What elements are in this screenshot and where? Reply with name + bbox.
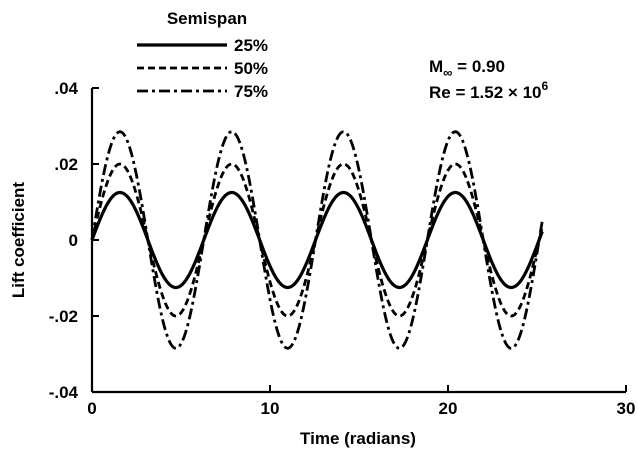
x-tick-label: 0	[87, 399, 96, 418]
legend: Semispan 25% 50% 75%	[137, 9, 268, 101]
legend-label: 75%	[234, 82, 268, 101]
legend-title: Semispan	[167, 9, 247, 28]
y-tick-label: 0	[69, 231, 78, 250]
mach-number-label: M∞ = 0.90	[429, 57, 505, 80]
y-tick-label: -.04	[49, 383, 79, 402]
y-tick-label: -.02	[49, 307, 78, 326]
x-tick-label: 10	[261, 399, 280, 418]
series-50pct-line	[90, 162, 544, 318]
x-tick-label: 20	[439, 399, 458, 418]
reynolds-number-label: Re = 1.52 × 106	[429, 79, 548, 102]
y-tick-label: .02	[54, 155, 78, 174]
series-25pct-line	[90, 190, 544, 290]
series-75pct-line	[90, 130, 544, 350]
y-tick-label: .04	[54, 79, 78, 98]
x-axis-label: Time (radians)	[300, 429, 416, 448]
y-axis-label: Lift coefficient	[9, 182, 28, 299]
legend-label: 25%	[234, 36, 268, 55]
x-tick-label: 30	[617, 399, 636, 418]
data-curves	[90, 130, 544, 350]
legend-label: 50%	[234, 59, 268, 78]
flow-conditions-annotation: M∞ = 0.90 Re = 1.52 × 106	[429, 57, 548, 102]
axis-ticks: 0 10 20 30 -.04 -.02 0 .02 .04	[49, 79, 636, 418]
